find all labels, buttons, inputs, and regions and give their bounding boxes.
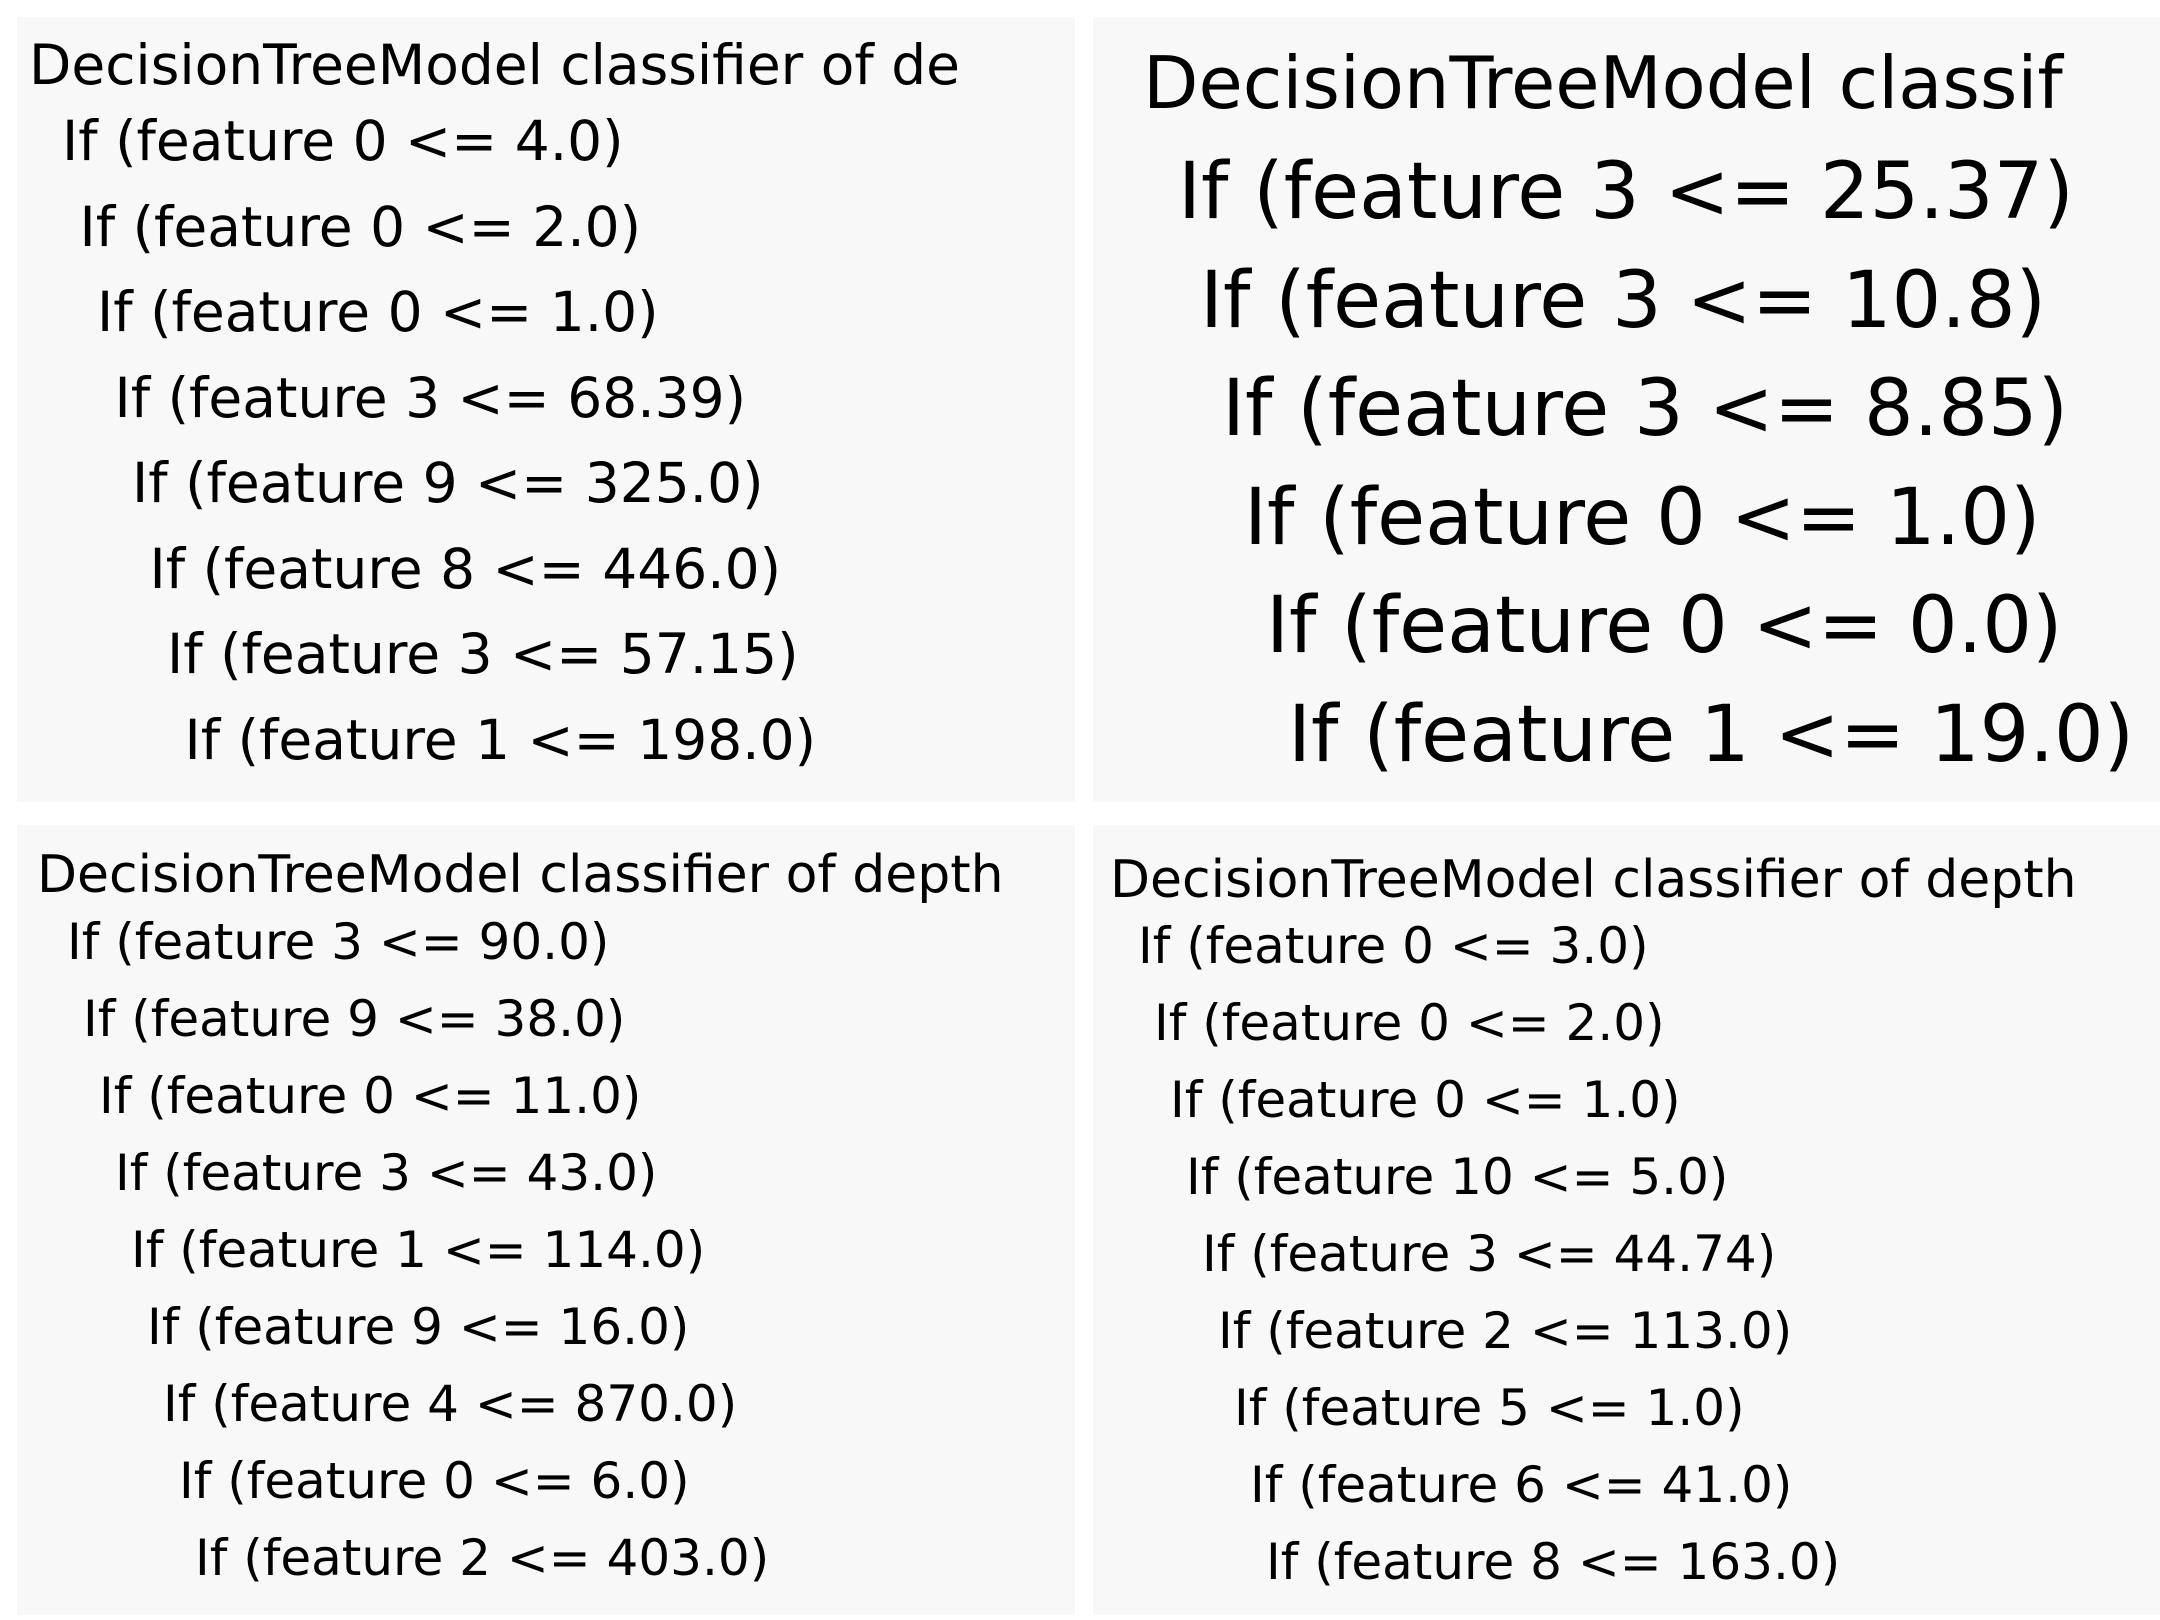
rule-line: If (feature 0 <= 1.0) [1170,1071,1681,1129]
rule-line: If (feature 0 <= 4.0) [62,109,624,173]
rule-line: If (feature 9 <= 38.0) [83,990,626,1048]
rule-line: If (feature 0 <= 1.0) [1244,472,2041,563]
rule-line: If (feature 8 <= 163.0) [1266,1533,1841,1591]
rule-line: If (feature 1 <= 198.0) [184,707,817,772]
rule-line: If (feature 0 <= 1.0) [97,280,659,344]
rule-line: If (feature 4 <= 870.0) [163,1375,738,1433]
rule-line: If (feature 9 <= 325.0) [132,451,764,515]
rule-line: If (feature 5 <= 1.0) [1234,1379,1745,1437]
rule-line: If (feature 3 <= 8.85) [1222,364,2069,454]
rule-line: If (feature 2 <= 113.0) [1218,1302,1793,1360]
rule-line: If (feature 1 <= 19.0) [1288,689,2135,780]
panel-title: DecisionTreeModel classif [1143,41,2063,125]
rule-line: If (feature 3 <= 68.39) [114,365,747,430]
rule-line: If (feature 0 <= 2.0) [1154,994,1665,1052]
rule-line: If (feature 3 <= 25.37) [1178,147,2074,237]
tree-panel-3: DecisionTreeModel classifier of depth If… [17,825,1075,1615]
rule-line: If (feature 6 <= 41.0) [1250,1456,1793,1514]
rule-line: If (feature 3 <= 57.15) [167,622,799,686]
panel-title: DecisionTreeModel classifier of de [29,33,960,97]
rule-line: If (feature 0 <= 6.0) [179,1452,690,1510]
rule-line: If (feature 3 <= 44.74) [1202,1225,1777,1283]
rule-line: If (feature 1 <= 114.0) [131,1221,706,1279]
rule-line: If (feature 3 <= 43.0) [115,1144,658,1202]
rule-line: If (feature 3 <= 90.0) [67,913,610,971]
tree-panel-2: DecisionTreeModel classif If (feature 3 … [1093,17,2160,802]
rule-line: If (feature 10 <= 5.0) [1186,1148,1729,1206]
rule-line: If (feature 0 <= 3.0) [1138,917,1649,975]
rule-line: If (feature 9 <= 16.0) [147,1298,690,1356]
rule-line: If (feature 2 <= 403.0) [195,1529,770,1587]
rule-line: If (feature 0 <= 0.0) [1266,581,2063,671]
tree-panel-4: DecisionTreeModel classifier of depth If… [1093,825,2160,1615]
rule-line: If (feature 0 <= 11.0) [99,1067,642,1125]
rule-line: If (feature 3 <= 10.8) [1200,255,2047,346]
tree-panel-1: DecisionTreeModel classifier of de If (f… [17,17,1075,802]
panel-title: DecisionTreeModel classifier of depth [37,845,1004,905]
panel-title: DecisionTreeModel classifier of depth [1110,850,2077,910]
rule-line: If (feature 8 <= 446.0) [149,536,782,601]
rule-line: If (feature 0 <= 2.0) [79,194,642,259]
